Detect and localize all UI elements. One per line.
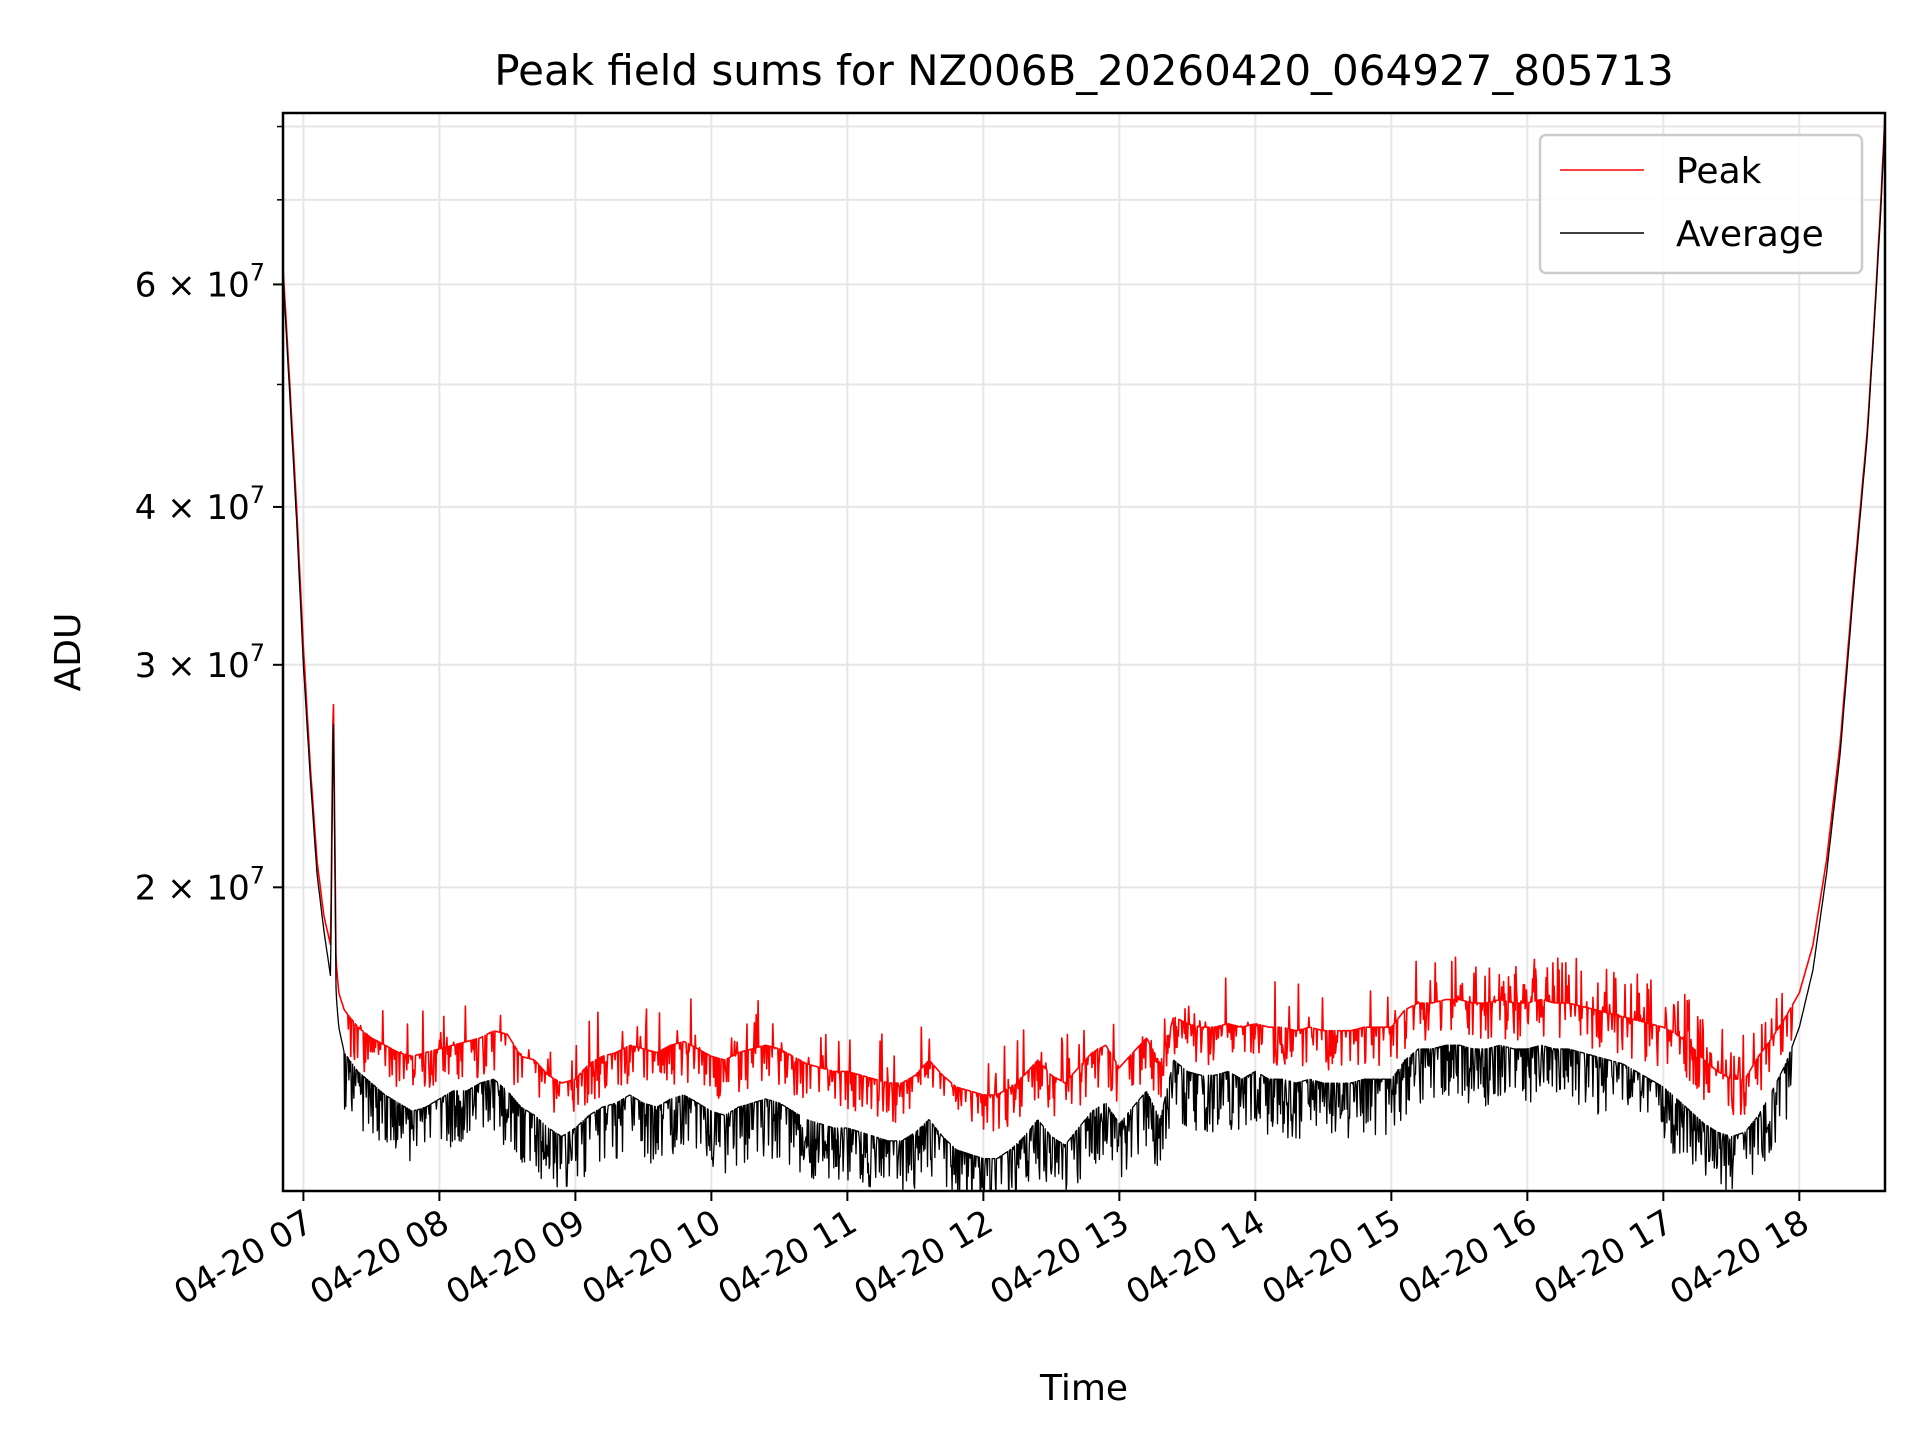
y-axis-label: ADU bbox=[48, 613, 89, 692]
y-tick-exponent: 7 bbox=[250, 258, 265, 286]
series-line-peak bbox=[283, 113, 1885, 1132]
y-tick-label: 2 × 107 bbox=[135, 861, 265, 908]
y-tick-mantissa: 6 bbox=[135, 265, 157, 305]
series-line-average bbox=[283, 119, 1885, 1191]
y-tick-mantissa: 4 bbox=[135, 488, 157, 528]
y-tick-mantissa: 3 bbox=[135, 646, 157, 686]
y-tick-label: 6 × 107 bbox=[135, 258, 265, 305]
series-layer bbox=[283, 113, 1885, 1191]
y-tick-times: × 10 bbox=[156, 646, 249, 686]
chart-title: Peak field sums for NZ006B_20260420_0649… bbox=[494, 46, 1673, 95]
legend: Peak Average bbox=[1538, 133, 1864, 275]
y-tick-label: 4 × 107 bbox=[135, 481, 265, 528]
y-tick-times: × 10 bbox=[156, 868, 249, 908]
y-tick-exponent: 7 bbox=[250, 861, 265, 889]
legend-label-peak: Peak bbox=[1676, 151, 1762, 192]
y-tick-label: 3 × 107 bbox=[135, 639, 265, 686]
x-axis-label: Time bbox=[1039, 1368, 1128, 1409]
y-tick-mantissa: 2 bbox=[135, 868, 157, 908]
y-tick-exponent: 7 bbox=[250, 481, 265, 509]
y-tick-times: × 10 bbox=[156, 488, 249, 528]
y-tick-exponent: 7 bbox=[250, 639, 265, 667]
y-tick-times: × 10 bbox=[156, 265, 249, 305]
plot-frame bbox=[281, 111, 1887, 1193]
legend-label-average: Average bbox=[1676, 214, 1824, 255]
grid bbox=[283, 113, 1885, 1191]
